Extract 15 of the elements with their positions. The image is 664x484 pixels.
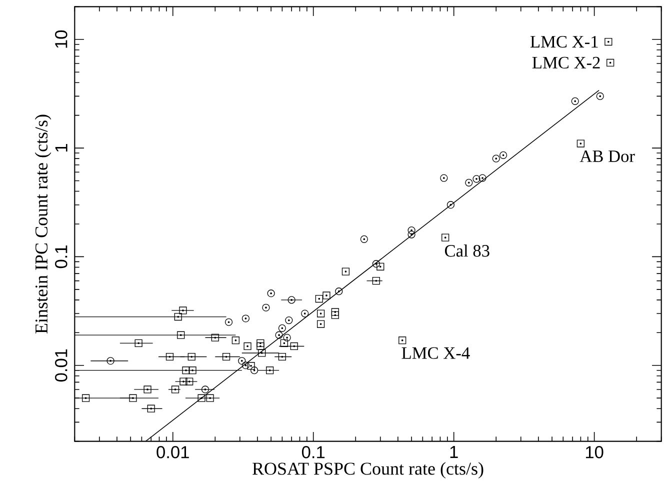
x-tick-label: 0.01 — [156, 446, 189, 458]
y-tick-label: 10 — [55, 30, 68, 48]
annotation: LMC X-4 — [402, 347, 470, 359]
annotation: AB Dor — [580, 150, 635, 162]
y-tick-label: 0.1 — [55, 245, 68, 268]
annotation: LMC X-2 — [532, 56, 600, 69]
x-axis-title: ROSAT PSPC Count rate (cts/s) — [252, 462, 484, 478]
y-tick-label: 1 — [55, 144, 68, 152]
x-tick-label: 0.1 — [302, 446, 325, 458]
annotation: Cal 83 — [444, 244, 490, 257]
x-tick-label: 10 — [586, 446, 604, 458]
y-tick-label: 0.01 — [55, 349, 68, 382]
y-axis-title: Einstein IPC Count rate (cts/s) — [34, 114, 52, 334]
annotation: LMC X-1 — [530, 36, 598, 48]
x-tick-label: 1 — [450, 446, 458, 458]
